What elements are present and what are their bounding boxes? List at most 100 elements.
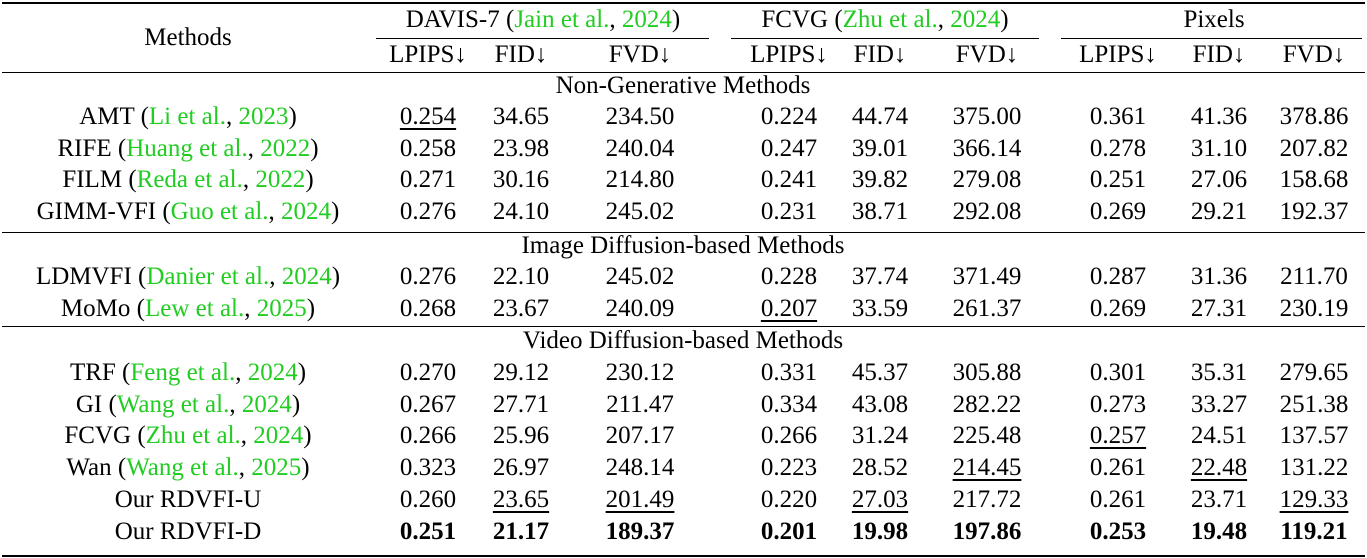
- metric-value: 230.19: [1279, 294, 1349, 322]
- section-rule: [2, 232, 1365, 234]
- metric-value: 0.269: [1089, 198, 1147, 226]
- metric-header: LPIPS↓: [750, 41, 828, 68]
- metric-value: 282.22: [952, 390, 1022, 418]
- citation-separator: ,: [229, 390, 242, 418]
- method-label: AMT: [79, 103, 135, 130]
- metric-value: 245.02: [605, 198, 675, 226]
- metric-value: 22.48: [1190, 454, 1248, 482]
- metric-value: 0.266: [399, 422, 457, 450]
- citation-close: ): [306, 294, 316, 322]
- citation-open: (: [111, 454, 127, 482]
- citation-year: 2024: [253, 422, 304, 450]
- method-name: MoMo (Lew et al., 2025): [61, 293, 315, 325]
- metric-value: 22.10: [492, 263, 550, 290]
- metric-value: 30.16: [492, 166, 550, 194]
- metric-value: 131.22: [1279, 454, 1349, 482]
- method-name: FCVG (Zhu et al., 2024): [64, 420, 311, 452]
- citation-year: 2022: [255, 166, 306, 194]
- metric-value: 0.253: [1089, 517, 1147, 545]
- citation-separator: ,: [242, 166, 256, 194]
- group-name: Pixels: [1183, 6, 1245, 33]
- method-label: FILM: [62, 166, 123, 194]
- metric-header: FID↓: [1192, 41, 1246, 68]
- metric-value: 0.260: [399, 485, 457, 513]
- method-label: GIMM-VFI: [36, 198, 157, 226]
- metric-value: 37.74: [851, 263, 909, 290]
- metric-value: 217.72: [952, 485, 1022, 513]
- section-rule: [2, 72, 1365, 74]
- metric-value: 371.49: [952, 263, 1022, 290]
- citation-close: ): [301, 454, 310, 482]
- metric-value: 27.31: [1190, 294, 1248, 322]
- metric-value: 31.36: [1190, 263, 1248, 290]
- citation-separator: ,: [269, 263, 282, 290]
- metric-value: 129.33: [1279, 485, 1349, 513]
- citation-separator: ,: [238, 454, 252, 482]
- metric-value: 0.287: [1089, 263, 1147, 290]
- citation-open: (: [115, 359, 131, 386]
- metric-value: 45.37: [851, 359, 909, 386]
- group-name: DAVIS-7 (: [405, 6, 515, 33]
- method-label: FCVG: [64, 422, 132, 450]
- method-name: AMT (Li et al., 2023): [79, 101, 297, 133]
- citation-separator: ,: [268, 198, 282, 226]
- metric-value: 39.01: [851, 134, 909, 162]
- metric-value: 0.266: [760, 422, 818, 450]
- metric-value: 292.08: [952, 198, 1022, 226]
- citation-close: ): [310, 134, 319, 162]
- bottom-rule: [2, 555, 1365, 557]
- metric-value: 29.21: [1190, 198, 1248, 226]
- citation-author: Wang et al.: [126, 454, 239, 482]
- metric-value: 0.267: [399, 390, 457, 418]
- metric-value: 0.270: [399, 359, 457, 386]
- citation-close: ): [671, 6, 681, 33]
- metric-value: 378.86: [1279, 103, 1349, 130]
- citation-close: ): [331, 263, 341, 290]
- metric-value: 119.21: [1280, 517, 1348, 545]
- citation-author: Li et al.: [148, 103, 226, 130]
- metric-value: 240.09: [605, 294, 675, 322]
- method-name: Our RDVFI-D: [115, 516, 262, 548]
- citation-separator: ,: [937, 6, 951, 33]
- citation-close: ): [331, 198, 340, 226]
- metric-value: 0.301: [1089, 359, 1147, 386]
- section-rule: [2, 326, 1365, 328]
- metric-value: 201.49: [605, 485, 675, 513]
- metric-value: 0.254: [399, 103, 457, 130]
- citation-separator: ,: [244, 294, 257, 322]
- citation-separator: ,: [235, 359, 248, 386]
- metric-value: 207.82: [1279, 134, 1349, 162]
- metric-value: 31.10: [1190, 134, 1248, 162]
- citation-author: Zhu et al.: [145, 422, 241, 450]
- metric-value: 0.201: [760, 517, 818, 545]
- metric-value: 0.258: [399, 134, 457, 162]
- citation-year: 2025: [251, 454, 302, 482]
- metric-value: 197.86: [952, 517, 1022, 545]
- metric-value: 211.70: [1280, 263, 1348, 290]
- metric-value: 34.65: [492, 103, 550, 130]
- section-title: Video Diffusion-based Methods: [522, 327, 844, 354]
- metric-value: 214.45: [952, 454, 1022, 482]
- citation-year: 2025: [256, 294, 307, 322]
- citation-year: 2024: [241, 390, 292, 418]
- group-header: FCVG (Zhu et al., 2024): [761, 4, 1008, 36]
- metric-value: 0.268: [399, 294, 457, 322]
- method-name: LDMVFI (Danier et al., 2024): [36, 261, 340, 293]
- metric-value: 305.88: [952, 359, 1022, 386]
- metric-value: 21.17: [492, 517, 550, 545]
- metric-value: 0.220: [760, 485, 818, 513]
- metric-value: 43.08: [851, 390, 909, 418]
- metric-value: 0.278: [1089, 134, 1147, 162]
- citation-year: 2022: [260, 134, 311, 162]
- group-header: DAVIS-7 (Jain et al., 2024): [406, 4, 681, 36]
- citation-open: (: [111, 134, 127, 162]
- method-name: RIFE (Huang et al., 2022): [57, 133, 318, 165]
- metric-header: FVD↓: [608, 41, 672, 68]
- metric-value: 0.231: [760, 198, 818, 226]
- metric-header: LPIPS↓: [1079, 41, 1157, 68]
- citation-author: Zhu et al.: [842, 6, 938, 33]
- citation-separator: ,: [609, 6, 622, 33]
- metric-value: 29.12: [492, 359, 550, 386]
- citation-open: (: [102, 390, 117, 418]
- citation-close: ): [291, 390, 301, 418]
